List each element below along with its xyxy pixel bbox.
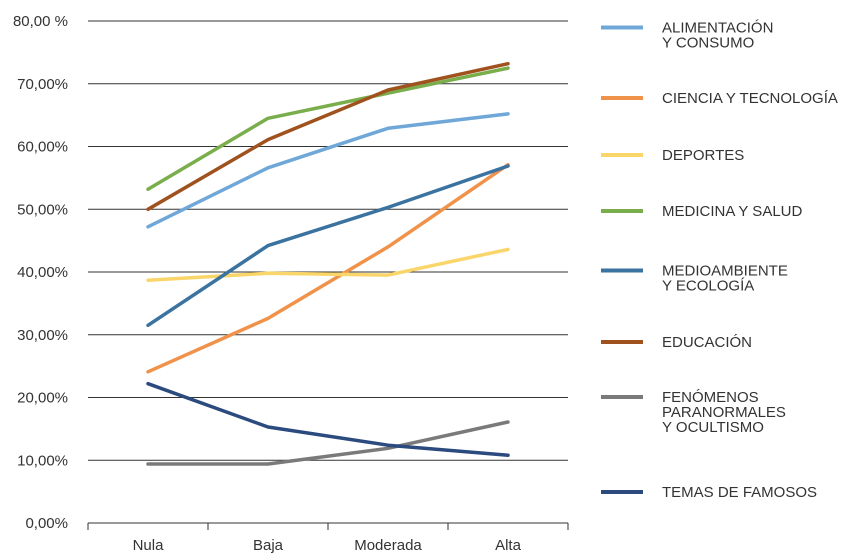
- legend-label: MEDICINA Y SALUD: [662, 203, 802, 220]
- legend-label: FENÓMENOS PARANORMALES Y OCULTISMO: [662, 389, 786, 436]
- series-line: [146, 420, 510, 466]
- series-line: [146, 162, 510, 374]
- gridlines: [88, 20, 568, 461]
- series-line: [146, 112, 510, 229]
- series-line: [146, 247, 510, 282]
- x-tick-label: Moderada: [354, 537, 422, 554]
- legend-label: TEMAS DE FAMOSOS: [662, 484, 817, 501]
- series-line: [146, 164, 510, 328]
- legend-label: CIENCIA Y TECNOLOGÍA: [662, 90, 838, 107]
- y-tick-label: 80,00 %: [13, 13, 68, 30]
- legend-label: DEPORTES: [662, 147, 744, 164]
- series-line: [146, 61, 510, 212]
- y-tick-label: 20,00%: [17, 390, 68, 407]
- axes: [87, 522, 569, 530]
- legend: ALIMENTACIÓN Y CONSUMO CIENCIA Y TECNOLOGÍ…: [601, 20, 838, 501]
- y-axis-tick-labels: 0,00% 10,00% 20,00% 30,00% 40,00% 50,00% 60,00…: [13, 13, 68, 532]
- legend-label: EDUCACIÓN: [662, 334, 752, 351]
- legend-label: ALIMENTACIÓN Y CONSUMO: [662, 20, 773, 52]
- y-tick-label: 10,00%: [17, 452, 68, 469]
- series-line: [146, 381, 510, 457]
- y-tick-label: 30,00%: [17, 327, 68, 344]
- x-axis-tick-labels: Nula Baja Moderada Alta: [133, 537, 522, 554]
- x-tick-label: Baja: [253, 537, 284, 554]
- y-tick-label: 0,00%: [25, 515, 68, 532]
- series-line: [146, 66, 510, 191]
- y-tick-label: 60,00%: [17, 139, 68, 156]
- x-tick-label: Nula: [133, 537, 165, 554]
- series-lines: [146, 61, 510, 466]
- y-tick-label: 40,00%: [17, 264, 68, 281]
- y-tick-label: 50,00%: [17, 201, 68, 218]
- y-tick-label: 70,00%: [17, 76, 68, 93]
- x-tick-label: Alta: [495, 537, 522, 554]
- legend-label: MEDIOAMBIENTE Y ECOLOGÍA: [662, 263, 788, 295]
